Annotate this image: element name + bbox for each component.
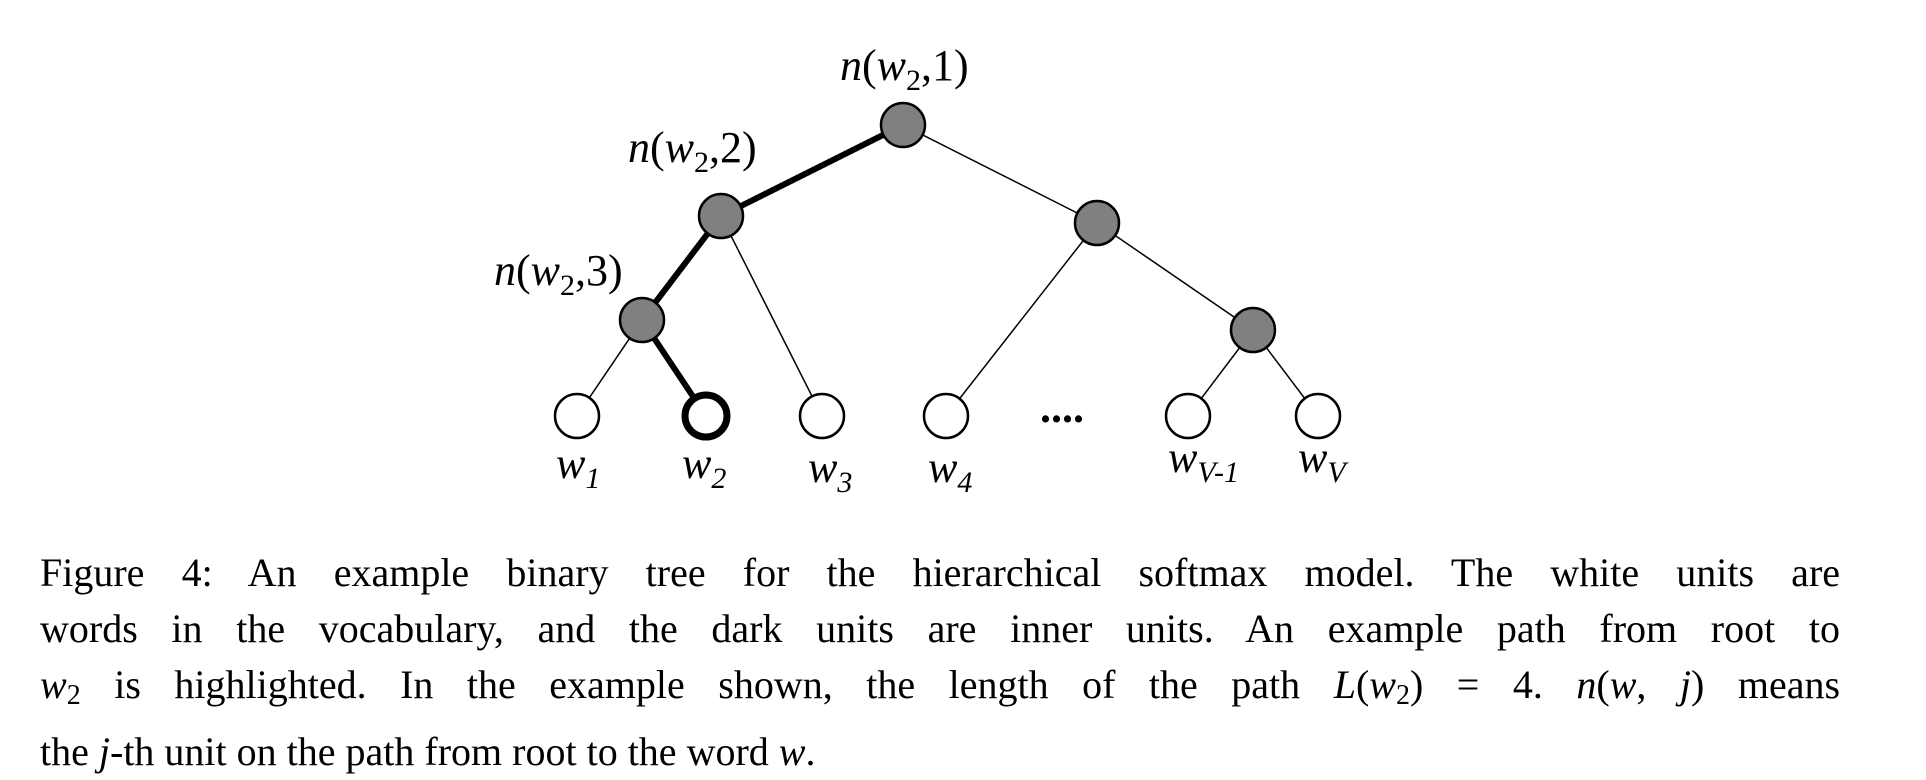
leaf-label-w3: w3 [808, 443, 852, 499]
math-n: n [1576, 662, 1597, 707]
inner-node-right-right [1229, 306, 1277, 354]
edge-right-rightright [1096, 222, 1254, 331]
caption-line-3: w2 is highlighted. In the example shown,… [40, 662, 1841, 711]
caption-text: words in the vocabulary, and the dark un… [40, 606, 1840, 651]
inner-node-right [1073, 199, 1121, 247]
math-comma: , [1636, 662, 1647, 707]
label-w: w [531, 246, 561, 295]
leaf-label-base: w [682, 439, 712, 488]
caption-text: the [40, 729, 89, 774]
leaf-label-subscript: 3 [836, 466, 852, 499]
leaf-node-w4 [922, 392, 970, 440]
leaf-label-subscript: 2 [711, 462, 726, 495]
math-w: w [778, 729, 806, 774]
leaf-label-w1: w1 [556, 439, 600, 495]
leaf-label-w2: w2 [682, 439, 726, 495]
caption-text: means [1737, 662, 1841, 707]
math-w: w [1609, 662, 1637, 707]
leaf-node-w2 [681, 391, 731, 441]
figure-caption: Figure 4: An example binary tree for the… [40, 545, 1840, 780]
label-subscript: 2 [560, 269, 575, 302]
leaf-node-w1 [553, 392, 601, 440]
leaf-label-base: w [928, 443, 958, 492]
inner-node-3 [618, 296, 666, 344]
label-j: 2 [720, 123, 742, 172]
leaf-label-base: w [1168, 433, 1198, 482]
edge-root-right [902, 124, 1098, 224]
leaf-node-wV [1294, 392, 1342, 440]
leaf-label-base: w [1298, 433, 1328, 482]
leaf-label-wV: wV [1298, 433, 1349, 489]
caption-text: is highlighted. In the example shown, th… [114, 662, 1301, 707]
caption-text: An example binary tree for the hierarchi… [247, 550, 1841, 595]
label-j: 1 [932, 41, 954, 90]
inner-node-2 [697, 192, 745, 240]
inner-node-root [879, 101, 927, 149]
leaf-label-base: w [808, 443, 838, 492]
inner-nodes [618, 101, 1277, 354]
leaf-ellipsis: .... [1040, 383, 1084, 432]
math-subscript: 2 [1395, 680, 1410, 711]
math-j: j [98, 729, 110, 774]
math-w: w [1369, 662, 1396, 707]
label-n-w2-2: n(w2,2) [628, 123, 757, 179]
label-subscript: 2 [694, 146, 709, 179]
leaf-nodes [553, 391, 1342, 441]
edge-n2-leaf3 [720, 215, 823, 417]
label-w: w [665, 123, 695, 172]
caption-text: -th unit on the path from root to the wo… [110, 729, 769, 774]
leaf-node-w3 [798, 392, 846, 440]
math-equals: = 4. [1456, 662, 1543, 707]
leaf-label-subscript: V [1327, 456, 1349, 489]
math-j: j [1679, 662, 1692, 707]
label-w: w [877, 41, 907, 90]
leaf-label-subscript: 4 [957, 466, 972, 499]
label-j: 3 [586, 246, 608, 295]
leaf-node-wV-1 [1164, 392, 1212, 440]
edge-right-leaf4 [945, 222, 1098, 417]
figure-label: Figure 4: [40, 550, 213, 595]
label-subscript: 2 [906, 64, 921, 97]
caption-line-2: words in the vocabulary, and the dark un… [40, 601, 1840, 657]
leaf-label-subscript: 1 [585, 462, 600, 495]
math-L: L [1333, 662, 1356, 707]
label-n: n [840, 41, 862, 90]
leaf-label-w4: w4 [928, 443, 972, 499]
label-n-w2-3: n(w2,3) [494, 246, 623, 302]
math-subscript: 2 [66, 680, 81, 711]
label-n-w2-1: n(w2,1) [840, 41, 969, 97]
math-w: w [40, 662, 67, 707]
caption-line-1: Figure 4: An example binary tree for the… [40, 545, 1840, 601]
leaf-label-wV-1: wV-1 [1168, 433, 1239, 489]
leaf-label-base: w [556, 439, 586, 488]
path-edge-1 [718, 122, 906, 219]
caption-line-4: the j-th unit on the path from root to t… [40, 729, 816, 774]
leaf-label-subscript: V-1 [1197, 456, 1239, 489]
label-n: n [494, 246, 516, 295]
label-n: n [628, 123, 650, 172]
